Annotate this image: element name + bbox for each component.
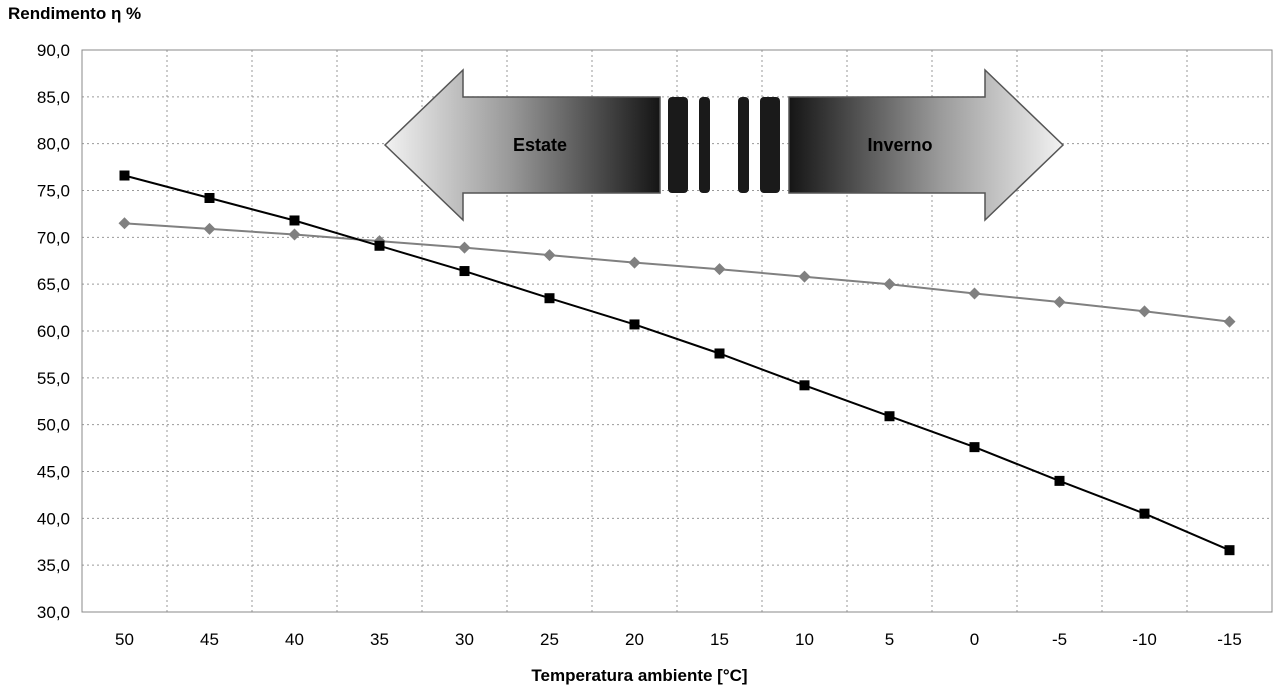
data-point-square [119, 170, 130, 181]
x-tick-label: 45 [200, 630, 219, 649]
x-tick-label: 0 [970, 630, 979, 649]
data-point-diamond [1138, 305, 1151, 318]
y-tick-label: 90,0 [37, 41, 70, 60]
x-tick-label: 35 [370, 630, 389, 649]
y-tick-label: 30,0 [37, 603, 70, 622]
y-tick-label: 55,0 [37, 369, 70, 388]
data-point-diamond [713, 263, 726, 276]
data-point-diamond [968, 287, 981, 300]
data-point-square [799, 380, 810, 391]
series [118, 170, 1236, 556]
x-tick-label: 20 [625, 630, 644, 649]
estate-label: Estate [513, 135, 567, 155]
x-tick-label: -15 [1217, 630, 1242, 649]
y-tick-label: 45,0 [37, 463, 70, 482]
y-tick-labels: 90,0 85,0 80,0 75,0 70,0 65,0 60,0 55,0 50,0 45,0… [37, 41, 70, 622]
data-point-square [459, 266, 470, 277]
x-tick-label: 5 [885, 630, 894, 649]
data-point-square [1054, 475, 1065, 486]
x-axis-title: Temperatura ambiente [°C] [531, 666, 748, 685]
series-line-1 [124, 174, 1230, 552]
data-point-square [204, 192, 215, 203]
inverno-label: Inverno [867, 135, 932, 155]
data-point-square [1224, 545, 1235, 556]
data-point-diamond [628, 256, 641, 269]
y-tick-label: 40,0 [37, 509, 70, 528]
data-point-square [884, 411, 895, 422]
y-tick-label: 60,0 [37, 322, 70, 341]
x-tick-label: 40 [285, 630, 304, 649]
x-tick-label: 10 [795, 630, 814, 649]
season-arrows: Estate Inverno [383, 68, 1065, 222]
data-point-square [1139, 508, 1150, 519]
estate-arrow [383, 68, 661, 222]
data-point-diamond [203, 222, 216, 235]
y-tick-label: 50,0 [37, 416, 70, 435]
x-tick-labels: 50 45 40 35 30 25 20 15 10 5 0 -5 -10 -15 [115, 630, 1242, 649]
data-point-square [374, 240, 385, 251]
x-tick-label: -10 [1132, 630, 1157, 649]
grid [82, 50, 1272, 612]
y-tick-label: 35,0 [37, 556, 70, 575]
y-axis-title: Rendimento η % [8, 4, 142, 23]
x-tick-label: 50 [115, 630, 134, 649]
y-tick-label: 85,0 [37, 88, 70, 107]
x-tick-label: 15 [710, 630, 729, 649]
arrow-stripe [699, 97, 710, 193]
data-point-square [629, 319, 640, 330]
data-point-diamond [798, 270, 811, 283]
data-point-square [289, 215, 300, 226]
inverno-arrow [788, 68, 1065, 222]
x-tick-label: 25 [540, 630, 559, 649]
data-point-diamond [458, 241, 471, 254]
data-point-diamond [1053, 295, 1066, 308]
data-point-diamond [543, 249, 556, 262]
data-point-square [544, 293, 555, 304]
y-tick-label: 70,0 [37, 228, 70, 247]
data-point-diamond [1223, 315, 1236, 328]
plot-area-frame [81, 49, 1273, 613]
data-point-square [714, 348, 725, 359]
arrow-stripe [668, 97, 688, 193]
arrow-stripe [738, 97, 749, 193]
data-point-diamond [118, 217, 131, 230]
y-tick-label: 75,0 [37, 182, 70, 201]
data-point-diamond [288, 228, 301, 241]
y-tick-label: 65,0 [37, 275, 70, 294]
x-tick-label: -5 [1052, 630, 1067, 649]
x-tick-label: 30 [455, 630, 474, 649]
series-line-0 [124, 222, 1230, 323]
y-tick-label: 80,0 [37, 135, 70, 154]
data-point-diamond [883, 278, 896, 291]
data-point-square [969, 442, 980, 453]
arrow-stripe [760, 97, 780, 193]
